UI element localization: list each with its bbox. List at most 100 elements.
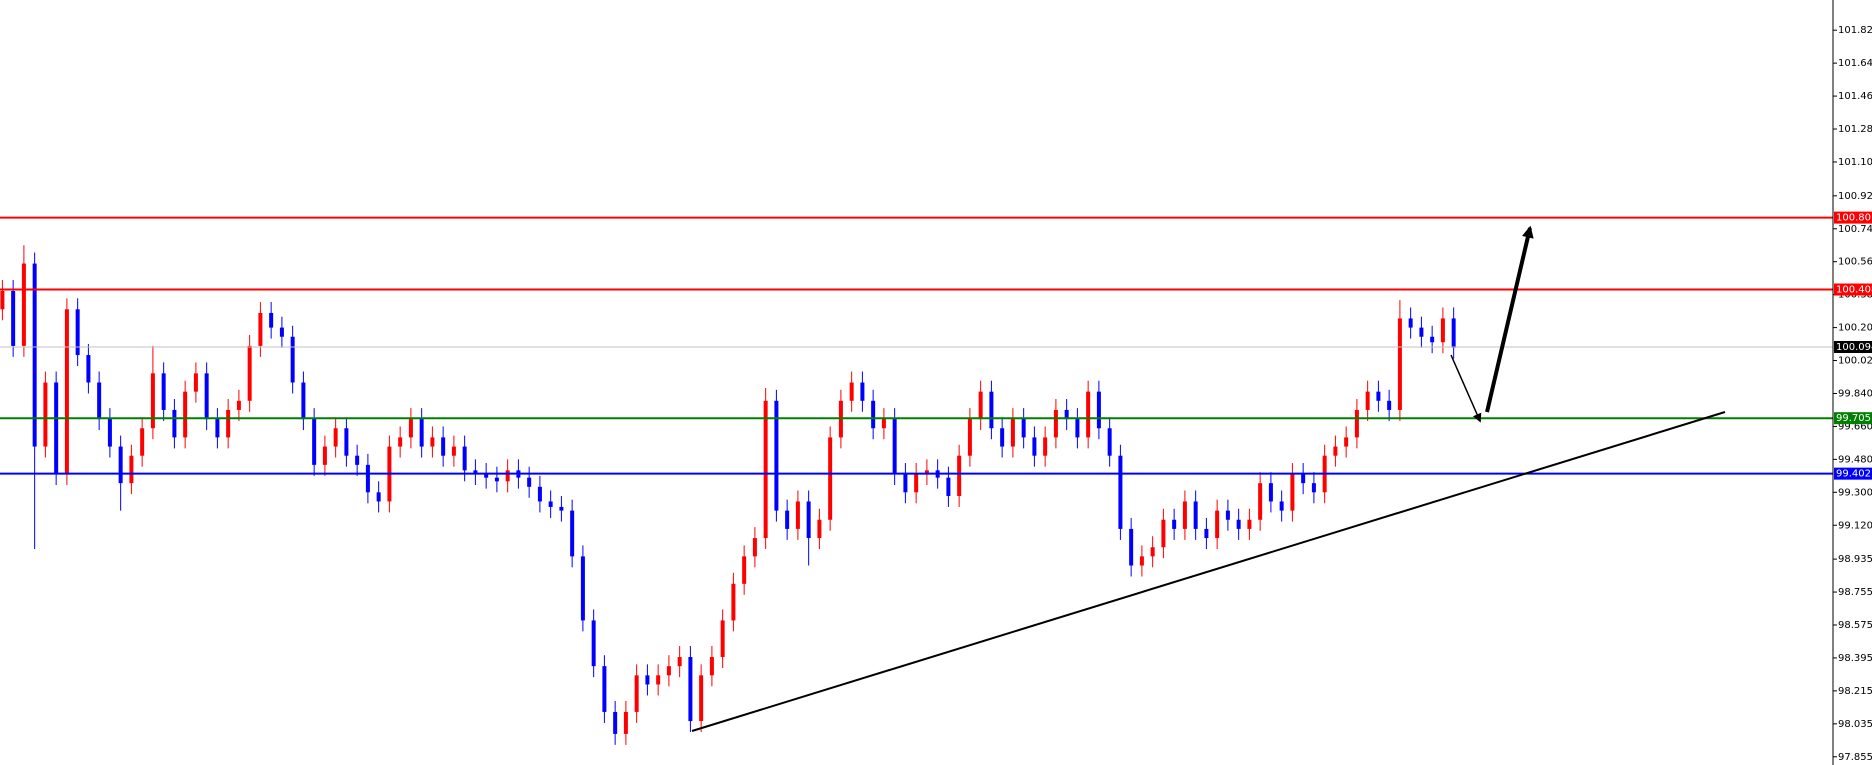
candle-body <box>344 428 349 456</box>
y-tick-label: 98.755 <box>1838 587 1872 598</box>
candle-body <box>967 419 972 456</box>
candle-body <box>1010 419 1015 447</box>
candle-body <box>451 446 456 456</box>
candle-body <box>613 711 618 734</box>
candle-body <box>1376 391 1381 401</box>
candle-body <box>1075 419 1080 438</box>
candle-body <box>881 419 886 429</box>
y-tick-label: 99.840 <box>1838 388 1872 399</box>
candle-body <box>161 373 166 410</box>
candle-body <box>204 373 209 420</box>
candle-body <box>570 510 575 557</box>
candle-body <box>484 474 489 478</box>
candle-body <box>376 492 381 502</box>
candle-body <box>398 437 403 447</box>
level-label-box <box>1834 412 1872 425</box>
level-label: 100.094 <box>1836 342 1872 353</box>
candle-body <box>1129 528 1134 566</box>
y-tick-label: 101.645 <box>1838 58 1872 69</box>
level-label: 100.801 <box>1836 213 1872 224</box>
candle-body <box>118 446 123 484</box>
y-tick-label: 100.740 <box>1838 224 1872 235</box>
candle-body <box>688 657 693 722</box>
candle-body <box>795 501 800 529</box>
trend-line <box>691 411 1726 732</box>
axis-area: 101.825 101.645 101.465 101.285 101.105 100.9… <box>1833 25 1872 763</box>
candle-body <box>107 419 112 447</box>
candle-body <box>1419 327 1424 337</box>
candle-body <box>226 409 231 438</box>
y-tick-label: 101.825 <box>1838 25 1872 36</box>
candle-body <box>408 419 413 438</box>
candle-body <box>559 506 564 511</box>
y-tick-label: 99.300 <box>1838 487 1872 498</box>
candle-body <box>1225 510 1230 520</box>
candle-body <box>1043 437 1048 456</box>
candle-body <box>1193 501 1198 529</box>
candle-body <box>1182 501 1187 529</box>
candle-body <box>892 419 897 475</box>
candle-body <box>817 519 822 539</box>
candle-body <box>365 464 370 493</box>
candle-body <box>1021 419 1026 438</box>
candle-body <box>903 474 908 493</box>
y-tick-label: 98.395 <box>1838 653 1872 664</box>
candle-body <box>215 419 220 438</box>
candle-body <box>785 510 790 529</box>
candle-body <box>537 486 542 502</box>
candle-body <box>279 327 284 337</box>
candle-body <box>634 675 639 712</box>
y-tick-label: 101.465 <box>1838 91 1872 102</box>
y-tick-label: 99.120 <box>1838 520 1872 531</box>
candle-body <box>183 391 188 438</box>
candle-body <box>11 290 16 346</box>
arrow-up <box>1485 225 1534 413</box>
candle-body <box>731 583 736 621</box>
candle-body <box>462 446 467 471</box>
candle-body <box>322 446 327 465</box>
candle-body <box>1000 428 1005 447</box>
candle-body <box>1430 336 1435 343</box>
candle-body <box>1032 437 1037 456</box>
candle-body <box>129 455 134 484</box>
candle-body <box>1064 409 1069 420</box>
candle-body <box>924 470 929 475</box>
candle-body <box>1344 437 1349 447</box>
candle-body <box>505 470 510 482</box>
candle-body <box>1236 519 1241 529</box>
candle-body <box>1365 391 1370 410</box>
candle-body <box>1440 318 1445 343</box>
candle-body <box>720 620 725 658</box>
candle-body <box>645 675 650 685</box>
candle-body <box>1118 455 1123 529</box>
candle-body <box>1311 483 1316 493</box>
candle-body <box>978 391 983 420</box>
candle-body <box>602 666 607 712</box>
candle-body <box>806 501 811 539</box>
candle-body <box>1354 409 1359 438</box>
level-label-box <box>1834 340 1872 353</box>
candle-body <box>914 474 919 493</box>
candle-body <box>419 419 424 447</box>
candle-body <box>1139 556 1144 566</box>
candle-body <box>1451 318 1456 348</box>
candle-body <box>43 382 48 447</box>
candle-body <box>957 455 962 496</box>
candle-body <box>355 455 360 465</box>
candle-body <box>871 400 876 429</box>
y-tick-label: 101.285 <box>1838 124 1872 135</box>
candle-body <box>1258 483 1263 520</box>
level-label: 100.408 <box>1836 285 1872 296</box>
y-tick-label: 99.480 <box>1838 454 1872 465</box>
candle-body <box>1086 391 1091 438</box>
candle-body <box>290 336 295 383</box>
candle-body <box>75 309 80 356</box>
candle-body <box>623 711 628 734</box>
candle-body <box>580 556 585 621</box>
candle-body <box>989 391 994 429</box>
candle-body <box>32 263 37 447</box>
arrow-down <box>1450 354 1482 423</box>
candle-body <box>1107 428 1112 456</box>
candle-body <box>473 470 478 475</box>
candle-body <box>64 309 69 475</box>
